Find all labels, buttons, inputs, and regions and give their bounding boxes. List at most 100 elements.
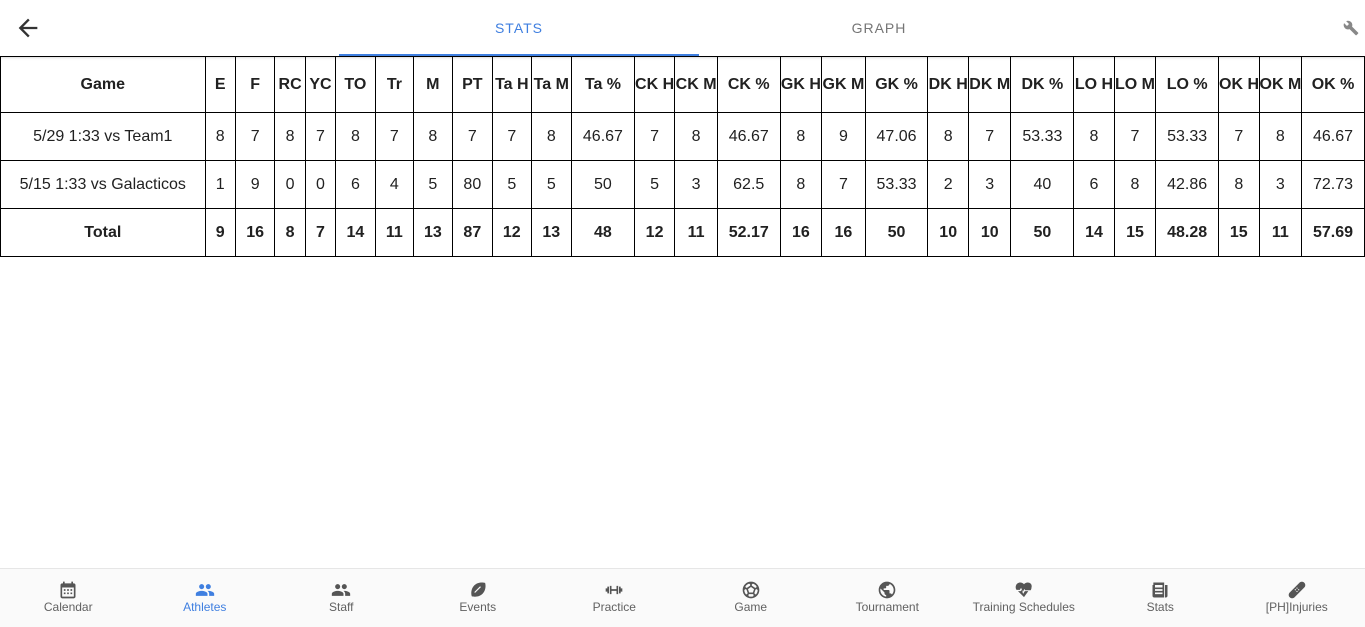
stat-cell: 46.67	[1302, 113, 1365, 161]
stat-cell: 7	[375, 113, 413, 161]
nav-item-tournament[interactable]: Tournament	[819, 569, 956, 627]
nav-item-staff[interactable]: Staff	[273, 569, 410, 627]
stat-cell: 9	[822, 113, 866, 161]
arrow-left-icon[interactable]	[14, 14, 42, 42]
game-cell: 5/29 1:33 vs Team1	[1, 113, 206, 161]
nav-item-ph-injuries[interactable]: [PH]Injuries	[1229, 569, 1365, 627]
stat-cell: 8	[336, 113, 375, 161]
nav-item-events[interactable]: Events	[410, 569, 547, 627]
column-header: CK %	[717, 57, 780, 113]
tab-stats[interactable]: STATS	[339, 0, 699, 56]
stat-cell: 7	[493, 113, 531, 161]
stat-cell: 72.73	[1302, 161, 1365, 209]
stat-cell: 8	[1074, 113, 1115, 161]
nav-item-label: Athletes	[137, 600, 274, 614]
column-header: F	[235, 57, 274, 113]
stat-cell: 7	[305, 113, 335, 161]
stat-cell: 7	[1219, 113, 1260, 161]
column-header: Ta H	[493, 57, 531, 113]
total-cell: 11	[375, 209, 413, 257]
stat-cell: 5	[531, 161, 572, 209]
nav-item-label: [PH]Injuries	[1229, 600, 1365, 614]
column-header: OK M	[1259, 57, 1302, 113]
total-cell: 48	[572, 209, 635, 257]
stat-cell: 62.5	[717, 161, 780, 209]
total-label: Total	[1, 209, 206, 257]
nav-item-calendar[interactable]: Calendar	[0, 569, 137, 627]
column-header: Ta %	[572, 57, 635, 113]
column-header: GK H	[780, 57, 822, 113]
stat-cell: 8	[205, 113, 235, 161]
nav-item-stats[interactable]: Stats	[1092, 569, 1229, 627]
column-header: RC	[275, 57, 305, 113]
wrench-icon[interactable]	[1343, 20, 1359, 36]
nav-item-training-schedules[interactable]: Training Schedules	[956, 569, 1093, 627]
total-cell: 13	[531, 209, 572, 257]
stat-cell: 7	[452, 113, 493, 161]
stat-cell: 5	[493, 161, 531, 209]
tab-bar: STATS GRAPH	[339, 0, 1059, 56]
stat-cell: 7	[634, 113, 675, 161]
column-header: GK M	[822, 57, 866, 113]
calendar-icon	[58, 580, 78, 600]
stat-cell: 7	[822, 161, 866, 209]
nav-item-label: Staff	[273, 600, 410, 614]
stat-cell: 0	[305, 161, 335, 209]
nav-item-label: Game	[683, 600, 820, 614]
total-cell: 52.17	[717, 209, 780, 257]
total-cell: 87	[452, 209, 493, 257]
stat-cell: 7	[235, 113, 274, 161]
nav-item-label: Practice	[546, 600, 683, 614]
column-header: GK %	[865, 57, 928, 113]
total-cell: 11	[675, 209, 718, 257]
football-icon	[468, 580, 488, 600]
total-cell: 10	[928, 209, 969, 257]
nav-item-athletes[interactable]: Athletes	[137, 569, 274, 627]
ball-icon	[741, 580, 761, 600]
total-cell: 15	[1219, 209, 1260, 257]
tab-graph[interactable]: GRAPH	[699, 0, 1059, 56]
column-header: CK H	[634, 57, 675, 113]
total-cell: 16	[780, 209, 822, 257]
stat-cell: 46.67	[572, 113, 635, 161]
stat-cell: 42.86	[1156, 161, 1219, 209]
column-header: E	[205, 57, 235, 113]
column-header: DK M	[968, 57, 1011, 113]
total-cell: 15	[1114, 209, 1156, 257]
column-header: PT	[452, 57, 493, 113]
total-cell: 12	[493, 209, 531, 257]
column-header: DK %	[1011, 57, 1074, 113]
stat-cell: 8	[1114, 161, 1156, 209]
stat-cell: 8	[414, 113, 452, 161]
stat-cell: 50	[572, 161, 635, 209]
column-header: YC	[305, 57, 335, 113]
column-header: DK H	[928, 57, 969, 113]
nav-item-game[interactable]: Game	[683, 569, 820, 627]
stat-cell: 8	[531, 113, 572, 161]
stat-cell: 7	[968, 113, 1011, 161]
total-cell: 8	[275, 209, 305, 257]
stat-cell: 1	[205, 161, 235, 209]
nav-item-practice[interactable]: Practice	[546, 569, 683, 627]
total-cell: 9	[205, 209, 235, 257]
stat-cell: 7	[1114, 113, 1156, 161]
column-header: OK H	[1219, 57, 1260, 113]
column-header: LO %	[1156, 57, 1219, 113]
game-cell: 5/15 1:33 vs Galacticos	[1, 161, 206, 209]
total-cell: 57.69	[1302, 209, 1365, 257]
stat-cell: 3	[968, 161, 1011, 209]
total-cell: 12	[634, 209, 675, 257]
app-bar: STATS GRAPH	[0, 0, 1365, 56]
total-cell: 50	[865, 209, 928, 257]
total-cell: 48.28	[1156, 209, 1219, 257]
dumbbell-icon	[604, 580, 624, 600]
total-cell: 50	[1011, 209, 1074, 257]
staff-icon	[331, 580, 351, 600]
stat-cell: 8	[928, 113, 969, 161]
stat-cell: 8	[780, 113, 822, 161]
